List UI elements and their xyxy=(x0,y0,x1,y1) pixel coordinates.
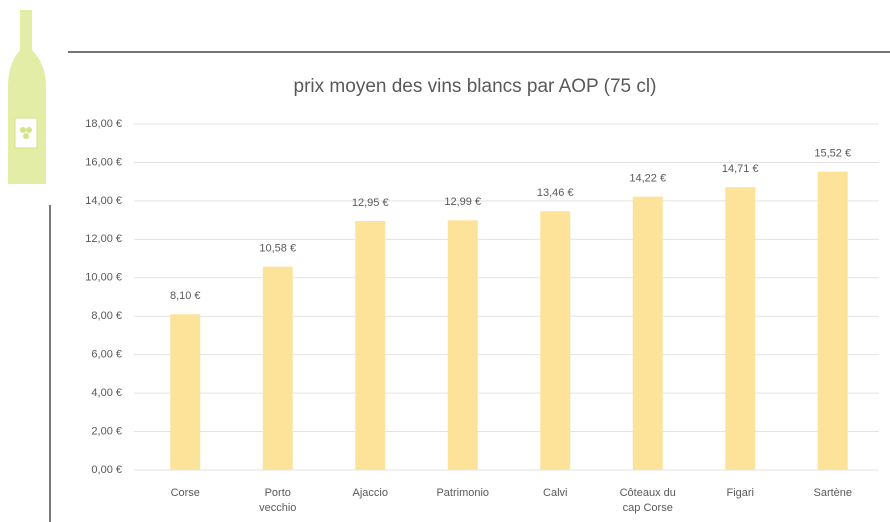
y-tick-label: 6,00 € xyxy=(91,349,122,361)
x-tick-label: Sartène xyxy=(813,487,853,499)
x-tick-label: Calvi xyxy=(543,487,568,499)
x-tick-label: Corse xyxy=(170,487,200,499)
y-tick-label: 12,00 € xyxy=(85,233,122,245)
value-label: 12,95 € xyxy=(352,197,389,209)
bar xyxy=(725,187,756,471)
y-tick-label: 4,00 € xyxy=(91,387,122,399)
value-label: 14,22 € xyxy=(629,173,666,185)
value-label: 14,71 € xyxy=(722,163,759,175)
x-tick-label: Porto vecchio xyxy=(259,487,297,514)
bar xyxy=(632,196,663,470)
chart-title: prix moyen des vins blancs par AOP (75 c… xyxy=(294,76,657,97)
x-tick-label: Figari xyxy=(726,487,754,499)
bar xyxy=(170,314,201,470)
y-tick-label: 14,00 € xyxy=(85,195,122,207)
y-tick-label: 10,00 € xyxy=(85,272,122,284)
value-label: 8,10 € xyxy=(170,290,201,302)
value-label: 13,46 € xyxy=(537,187,574,199)
y-tick-label: 8,00 € xyxy=(91,310,122,322)
bar xyxy=(817,171,848,470)
value-label: 12,99 € xyxy=(444,196,481,208)
x-tick-label: Côteaux du cap Corse xyxy=(619,487,676,514)
y-tick-label: 2,00 € xyxy=(91,425,122,437)
y-tick-label: 0,00 € xyxy=(91,464,122,476)
y-tick-label: 18,00 € xyxy=(85,118,122,130)
bar xyxy=(262,266,293,470)
bottle-icon xyxy=(8,10,46,184)
bar xyxy=(447,220,478,470)
y-tick-label: 16,00 € xyxy=(85,156,122,168)
bar xyxy=(540,211,571,470)
value-label: 15,52 € xyxy=(814,148,851,160)
bar xyxy=(355,221,386,470)
x-tick-label: Patrimonio xyxy=(436,487,490,499)
value-label: 10,58 € xyxy=(259,243,296,255)
x-tick-label: Ajaccio xyxy=(352,487,388,499)
